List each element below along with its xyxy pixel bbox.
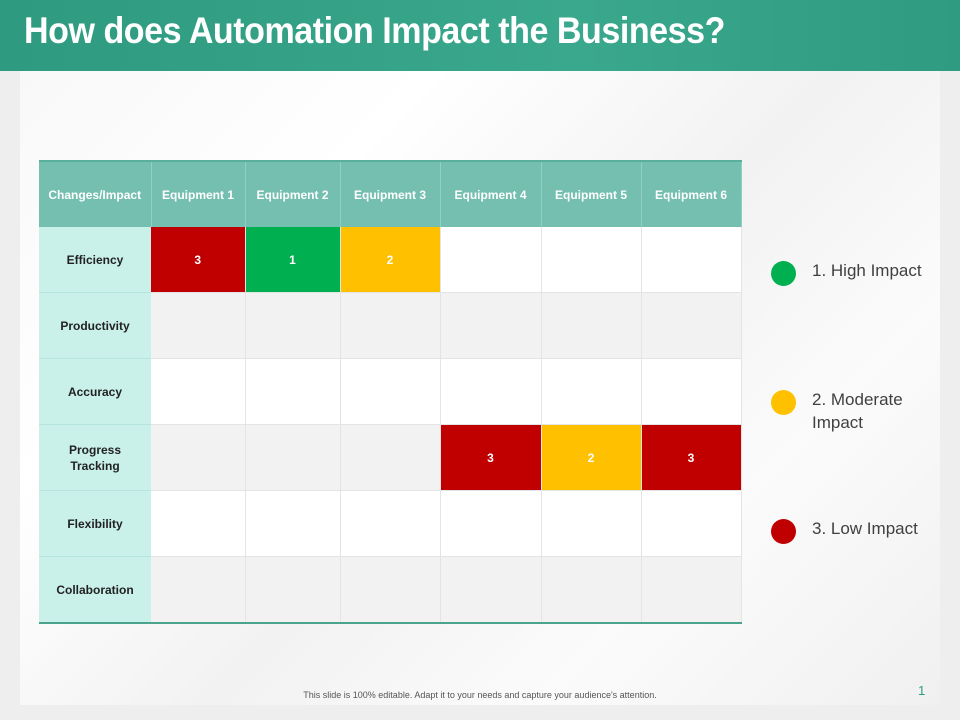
- table-row: Efficiency 3 1 2: [39, 227, 742, 293]
- legend-label: 2. Moderate Impact: [812, 390, 903, 432]
- title-bar: How does Automation Impact the Business?: [0, 0, 960, 71]
- table-row: Productivity: [39, 292, 742, 359]
- table-cell: [245, 556, 341, 624]
- table-cell: 2: [340, 227, 441, 293]
- table-cell: [541, 358, 642, 425]
- yellow-dot-icon: [771, 390, 796, 415]
- table-cell: [151, 490, 246, 557]
- impact-matrix: Changes/Impact Equipment 1 Equipment 2 E…: [39, 160, 742, 624]
- slide-title: How does Automation Impact the Business?: [24, 10, 725, 51]
- table-cell: [440, 292, 542, 359]
- page-number: 1: [918, 683, 926, 698]
- table-cell: [440, 358, 542, 425]
- table-cell: 2: [541, 424, 642, 491]
- row-label-text: Progress Tracking: [68, 442, 122, 473]
- table-cell: 3: [641, 424, 742, 491]
- table-cell: 3: [151, 227, 246, 293]
- table-cell: 1: [245, 227, 341, 293]
- table-row: Flexibility: [39, 490, 742, 557]
- table-cell: [245, 292, 341, 359]
- row-label: Progress Tracking: [39, 424, 151, 491]
- table-cell: [440, 490, 542, 557]
- table-cell: [340, 490, 441, 557]
- table-cell: [641, 490, 742, 557]
- table-cell: [641, 227, 742, 293]
- row-label: Collaboration: [39, 556, 151, 624]
- table-cell: [541, 490, 642, 557]
- column-header: Equipment 3: [340, 160, 441, 227]
- row-label: Productivity: [39, 292, 151, 359]
- legend-label: 3. Low Impact: [812, 519, 918, 538]
- table-cell: [541, 227, 642, 293]
- table-cell: [151, 556, 246, 624]
- column-header: Equipment 4: [440, 160, 542, 227]
- table-cell: [440, 227, 542, 293]
- table-cell: [340, 424, 441, 491]
- table-row: Progress Tracking 3 2 3: [39, 424, 742, 491]
- row-label: Accuracy: [39, 358, 151, 425]
- column-header: Equipment 2: [245, 160, 341, 227]
- footer-note: This slide is 100% editable. Adapt it to…: [303, 690, 657, 700]
- row-label: Efficiency: [39, 227, 151, 293]
- table-cell: [245, 490, 341, 557]
- column-header: Equipment 6: [641, 160, 742, 227]
- row-label: Flexibility: [39, 490, 151, 557]
- red-dot-icon: [771, 519, 796, 544]
- table-cell: [340, 358, 441, 425]
- table-row: Accuracy: [39, 358, 742, 425]
- table-cell: [641, 292, 742, 359]
- legend-label: 1. High Impact: [812, 261, 922, 280]
- table-row: Collaboration: [39, 556, 742, 624]
- green-dot-icon: [771, 261, 796, 286]
- table-cell: [245, 358, 341, 425]
- table-cell: [641, 556, 742, 624]
- column-header: Equipment 5: [541, 160, 642, 227]
- table-cell: [541, 556, 642, 624]
- table-cell: [541, 292, 642, 359]
- table-cell: [340, 556, 441, 624]
- table-cell: [245, 424, 341, 491]
- table-cell: [151, 292, 246, 359]
- header-row: Changes/Impact Equipment 1 Equipment 2 E…: [39, 160, 742, 227]
- table-cell: [440, 556, 542, 624]
- table-cell: 3: [440, 424, 542, 491]
- corner-header: Changes/Impact: [39, 160, 152, 227]
- table-cell: [151, 358, 246, 425]
- column-header: Equipment 1: [151, 160, 246, 227]
- table-cell: [340, 292, 441, 359]
- table-cell: [151, 424, 246, 491]
- table-cell: [641, 358, 742, 425]
